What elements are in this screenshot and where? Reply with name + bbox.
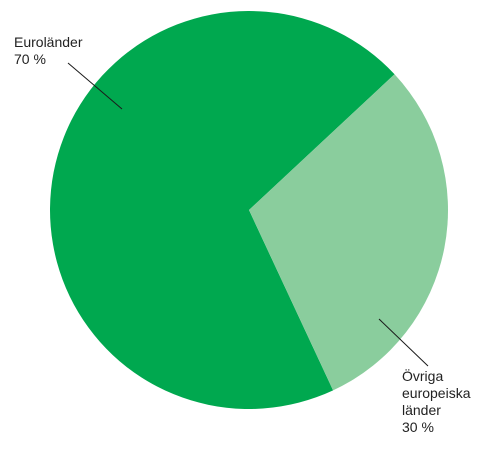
leader-line-ovriga (378, 318, 429, 367)
pie-slice-ovriga (249, 74, 449, 391)
slice-label-ovriga: Övriga europeiska länder 30 % (402, 368, 471, 436)
slice-label-ovriga-value: 30 % (402, 419, 434, 435)
slice-label-eurolander-value: 70 % (14, 51, 46, 67)
slice-label-eurolander: Euroländer 70 % (14, 34, 83, 68)
slice-label-ovriga-line3: länder (402, 402, 441, 418)
slice-label-ovriga-line2: europeiska (402, 385, 471, 401)
slice-label-eurolander-name: Euroländer (14, 34, 83, 50)
pie-slice-eurolander (50, 11, 395, 410)
slice-label-ovriga-line1: Övriga (402, 368, 444, 384)
leader-line-eurolander (67, 62, 123, 110)
